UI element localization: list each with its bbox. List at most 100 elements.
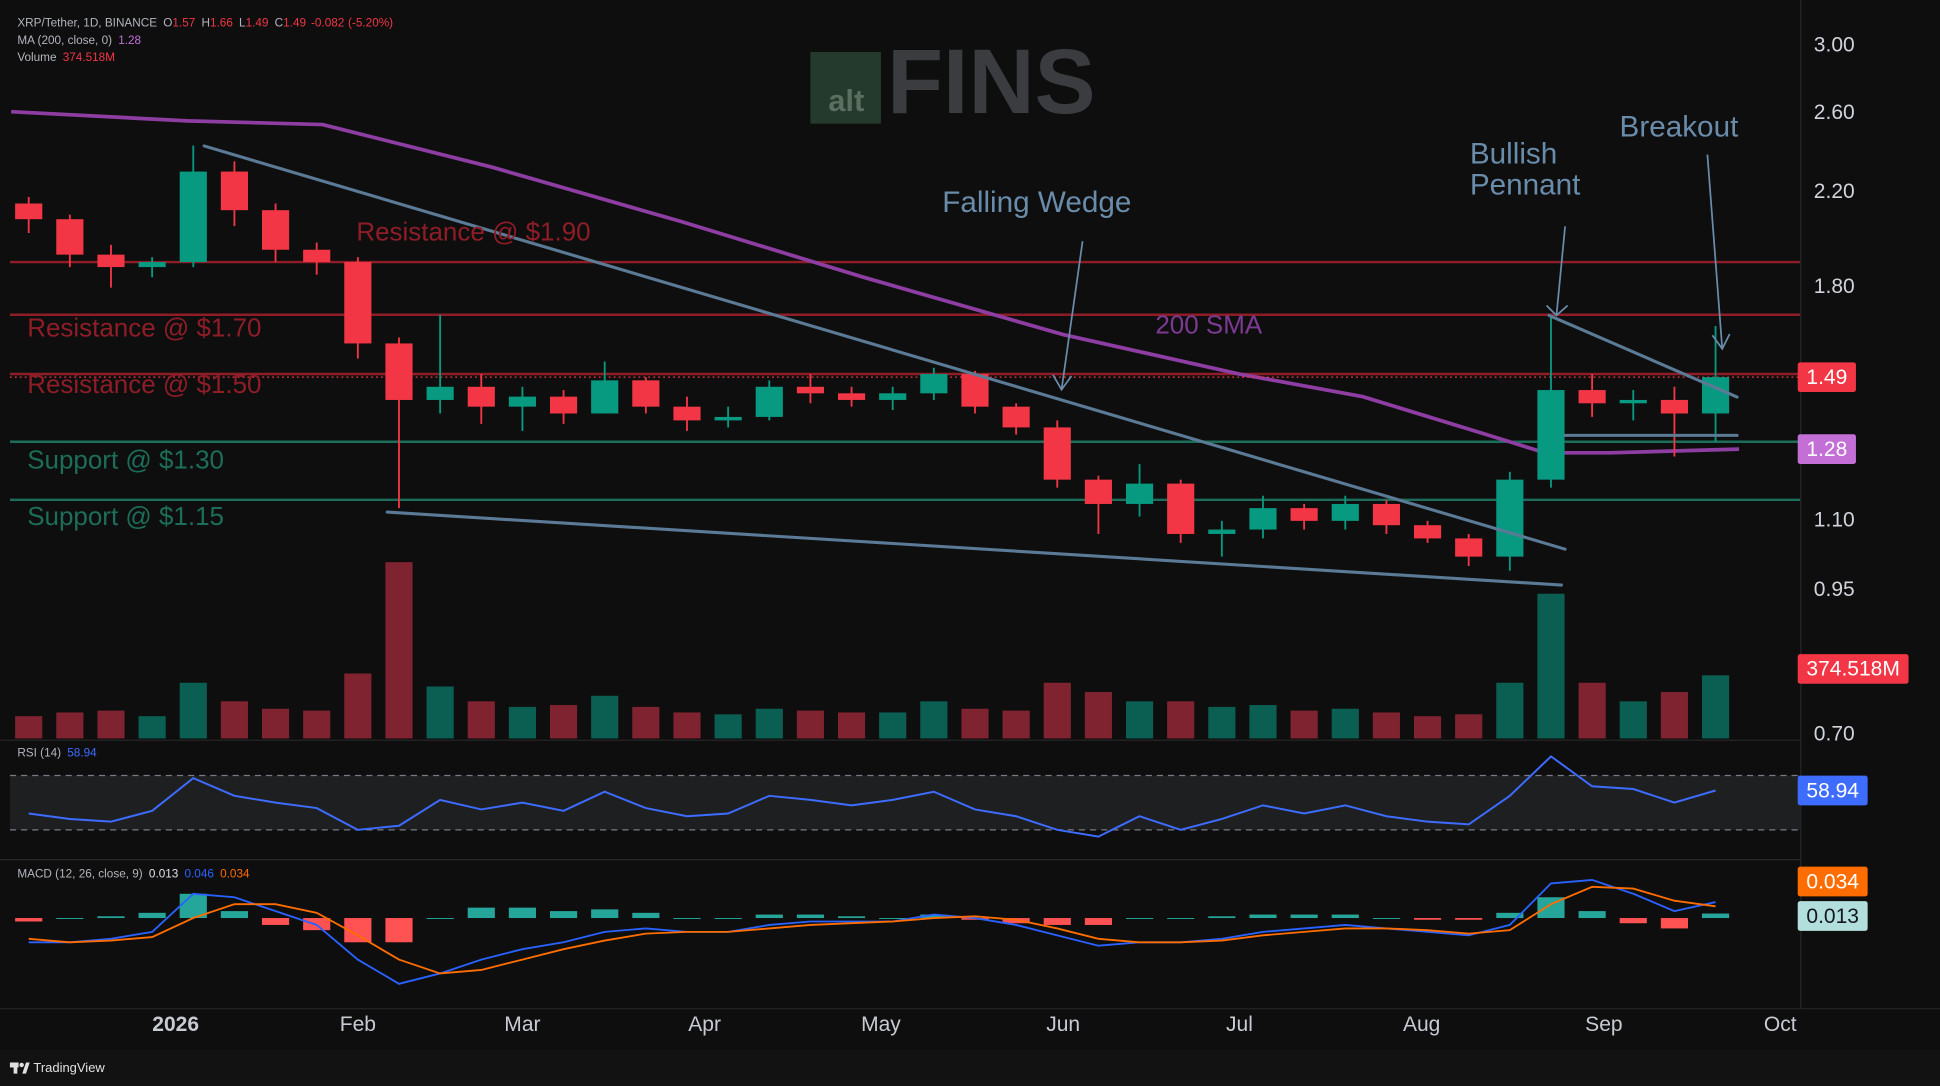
arrow — [1545, 226, 1569, 317]
candle-body — [1496, 479, 1524, 557]
level-label: Support @ $1.30 — [27, 444, 224, 474]
y-tick-label: 2.20 — [1814, 180, 1855, 203]
legend-item: 1.66 — [210, 17, 233, 30]
level-label: Resistance @ $1.50 — [27, 369, 261, 399]
macd-histogram-bar — [1619, 918, 1647, 924]
legend-item: 0.013 — [149, 868, 179, 881]
volume-value-box — [1797, 654, 1909, 684]
rsi-band-fill — [9, 775, 1801, 830]
volume-bar — [1372, 712, 1400, 739]
candle-body — [879, 393, 907, 400]
candle-body — [1455, 538, 1483, 557]
candle-body — [1002, 406, 1030, 428]
legend-item: (-5.20%) — [348, 17, 393, 30]
wedge-lower-line — [385, 510, 1563, 587]
y-tick-label: 1.80 — [1814, 275, 1855, 298]
legend-item: 1.28 — [118, 34, 141, 47]
macd-histogram-bar — [426, 918, 454, 920]
histogram-value-box — [1797, 901, 1868, 931]
signal-line — [28, 885, 1716, 975]
macd-histogram-bar — [1496, 912, 1524, 919]
rsi-value-text: 58.94 — [1806, 779, 1859, 802]
legend-line: XRP/Tether, 1D, BINANCE O1.57 H1.66 L1.49 C1… — [17, 17, 393, 30]
level-label: Resistance @ $1.70 — [27, 312, 261, 342]
candle-body — [1084, 479, 1112, 504]
x-tick-label: May — [861, 1013, 901, 1036]
volume-bar — [1331, 708, 1359, 739]
volume-bar — [1290, 710, 1318, 739]
wedge-upper-line — [202, 144, 1567, 551]
volume-bar — [1125, 701, 1154, 739]
candle-body — [1290, 508, 1318, 521]
macd-histogram-bar — [179, 893, 207, 919]
candle-body — [261, 210, 290, 250]
x-tick-label: Jun — [1046, 1013, 1080, 1036]
macd-histogram-bar — [879, 918, 907, 920]
candle-body — [1208, 529, 1236, 534]
volume-bar — [591, 695, 619, 739]
macd-histogram-bar — [97, 916, 125, 919]
candle-body — [755, 386, 783, 417]
macd-histogram-bar — [1455, 918, 1483, 920]
candle-body — [344, 262, 372, 344]
legend-item: 374.518M — [63, 51, 115, 64]
ma-value-text: 1.28 — [1806, 438, 1847, 461]
macd-histogram-bar — [1290, 914, 1318, 919]
macd-histogram-bar — [1167, 918, 1195, 920]
candle-body — [1043, 427, 1071, 480]
candle-body — [15, 203, 43, 220]
x-tick-label: Jul — [1226, 1013, 1253, 1036]
volume-bar — [56, 712, 84, 739]
candle-body — [138, 262, 166, 268]
footer-bar — [0, 1050, 1940, 1086]
logo-part — [19, 1062, 24, 1068]
volume-bar — [467, 701, 495, 739]
candle-body — [508, 396, 536, 407]
legend-item: H — [201, 17, 210, 30]
macd-histogram-bar — [1208, 916, 1236, 919]
signal-value-box — [1797, 866, 1868, 897]
candle-body — [714, 416, 742, 421]
macd-histogram-bar — [1413, 918, 1442, 920]
signal-value-text: 0.034 — [1806, 870, 1859, 893]
legend-item: 58.94 — [67, 746, 97, 759]
macd-histogram-bar — [837, 916, 866, 919]
candle-body — [179, 171, 207, 263]
volume-bar — [97, 710, 125, 739]
legend-item: XRP/Tether, 1D, BINANCE — [17, 17, 157, 30]
legend-item: RSI (14) — [17, 746, 61, 759]
legend-item: -0.082 — [311, 17, 344, 30]
macd-histogram-bar — [673, 918, 701, 920]
volume-bar — [1167, 701, 1195, 739]
macd-histogram-bar — [56, 918, 84, 920]
macd-histogram-bar — [920, 914, 948, 919]
annotation: Breakout — [1620, 110, 1740, 143]
volume-bar — [1537, 593, 1565, 739]
volume-bar — [344, 673, 372, 739]
macd-histogram-bar — [1537, 897, 1565, 919]
candle-body — [1331, 503, 1359, 521]
candle-body — [467, 386, 495, 407]
candle-body — [426, 386, 454, 400]
legend-item: L — [239, 17, 246, 30]
macd-histogram-bar — [15, 918, 43, 922]
x-tick-label: Sep — [1585, 1013, 1622, 1036]
candle-body — [1578, 390, 1606, 404]
candle-body — [220, 171, 248, 211]
volume-bar — [1701, 675, 1730, 739]
legend-line: MACD (12, 26, close, 9) 0.013 0.046 0.034 — [17, 868, 250, 881]
candle-body — [961, 373, 989, 407]
macd-histogram-bar — [1043, 918, 1071, 925]
volume-bar — [961, 708, 989, 739]
candle-body — [1372, 503, 1400, 526]
tradingview-logo — [9, 1062, 30, 1074]
pennant-upper-line — [1547, 313, 1739, 399]
macd-histogram-bar — [632, 912, 660, 919]
macd-histogram-bar — [591, 909, 619, 919]
macd-histogram-bar — [1084, 918, 1112, 925]
candle-body — [549, 396, 578, 414]
macd-histogram-bar — [385, 918, 413, 943]
legend-item: C — [275, 17, 284, 30]
candle-body — [1167, 483, 1195, 534]
